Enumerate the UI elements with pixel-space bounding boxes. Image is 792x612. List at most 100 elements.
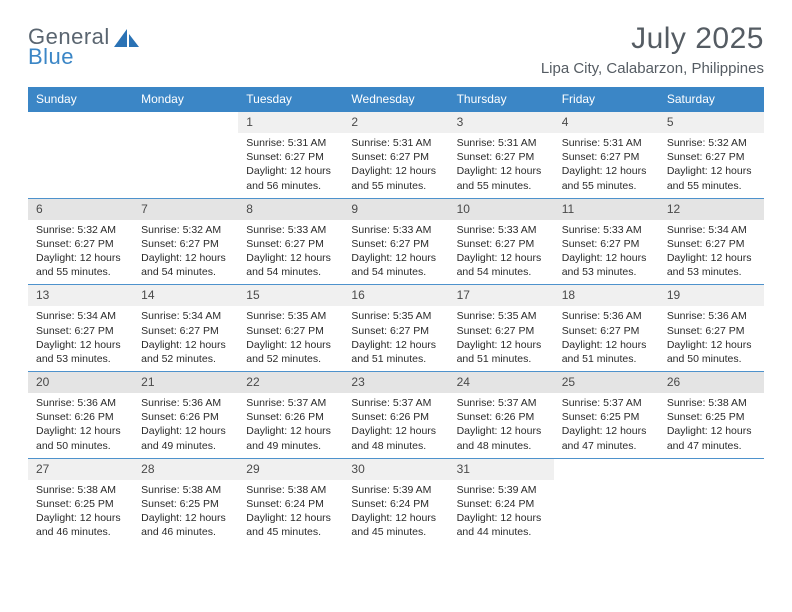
calendar-cell: 29Sunrise: 5:38 AM Sunset: 6:24 PM Dayli… [238, 459, 343, 546]
day-number: 3 [449, 112, 554, 133]
day-number: 5 [659, 112, 764, 133]
calendar-cell-empty: . [28, 112, 133, 199]
day-number: 2 [343, 112, 448, 133]
calendar-cell: 5Sunrise: 5:32 AM Sunset: 6:27 PM Daylig… [659, 112, 764, 199]
day-detail: Sunrise: 5:34 AM Sunset: 6:27 PM Dayligh… [659, 220, 764, 286]
title-block: July 2025 Lipa City, Calabarzon, Philipp… [541, 22, 764, 77]
day-number: 19 [659, 285, 764, 306]
day-detail: Sunrise: 5:37 AM Sunset: 6:26 PM Dayligh… [238, 393, 343, 459]
calendar-cell-empty: . [133, 112, 238, 199]
calendar-cell: 26Sunrise: 5:38 AM Sunset: 6:25 PM Dayli… [659, 372, 764, 459]
calendar-cell: 10Sunrise: 5:33 AM Sunset: 6:27 PM Dayli… [449, 199, 554, 286]
day-number: 28 [133, 459, 238, 480]
calendar-cell: 4Sunrise: 5:31 AM Sunset: 6:27 PM Daylig… [554, 112, 659, 199]
calendar-cell: 11Sunrise: 5:33 AM Sunset: 6:27 PM Dayli… [554, 199, 659, 286]
day-number: 31 [449, 459, 554, 480]
calendar-cell: 27Sunrise: 5:38 AM Sunset: 6:25 PM Dayli… [28, 459, 133, 546]
day-number: 16 [343, 285, 448, 306]
calendar-cell: 22Sunrise: 5:37 AM Sunset: 6:26 PM Dayli… [238, 372, 343, 459]
day-detail: Sunrise: 5:36 AM Sunset: 6:26 PM Dayligh… [133, 393, 238, 459]
day-number: 30 [343, 459, 448, 480]
weekday-label: Monday [133, 87, 238, 112]
calendar-cell: 20Sunrise: 5:36 AM Sunset: 6:26 PM Dayli… [28, 372, 133, 459]
day-detail: Sunrise: 5:32 AM Sunset: 6:27 PM Dayligh… [28, 220, 133, 286]
day-number: 1 [238, 112, 343, 133]
day-detail: Sunrise: 5:34 AM Sunset: 6:27 PM Dayligh… [133, 306, 238, 372]
week-row: 20Sunrise: 5:36 AM Sunset: 6:26 PM Dayli… [28, 372, 764, 459]
day-number: 22 [238, 372, 343, 393]
day-number: 23 [343, 372, 448, 393]
day-number: 8 [238, 199, 343, 220]
weekday-label: Tuesday [238, 87, 343, 112]
day-detail: Sunrise: 5:35 AM Sunset: 6:27 PM Dayligh… [238, 306, 343, 372]
calendar: Sunday Monday Tuesday Wednesday Thursday… [28, 87, 764, 545]
calendar-cell: 23Sunrise: 5:37 AM Sunset: 6:26 PM Dayli… [343, 372, 448, 459]
weekday-label: Saturday [659, 87, 764, 112]
calendar-cell: 12Sunrise: 5:34 AM Sunset: 6:27 PM Dayli… [659, 199, 764, 286]
day-detail: Sunrise: 5:31 AM Sunset: 6:27 PM Dayligh… [554, 133, 659, 199]
calendar-cell: 9Sunrise: 5:33 AM Sunset: 6:27 PM Daylig… [343, 199, 448, 286]
calendar-cell-empty: . [554, 459, 659, 546]
calendar-cell: 16Sunrise: 5:35 AM Sunset: 6:27 PM Dayli… [343, 285, 448, 372]
brand-line2: Blue [28, 46, 110, 68]
calendar-cell: 8Sunrise: 5:33 AM Sunset: 6:27 PM Daylig… [238, 199, 343, 286]
day-detail: Sunrise: 5:38 AM Sunset: 6:25 PM Dayligh… [659, 393, 764, 459]
brand-logo: General Blue [28, 22, 140, 77]
calendar-cell: 6Sunrise: 5:32 AM Sunset: 6:27 PM Daylig… [28, 199, 133, 286]
day-detail: Sunrise: 5:31 AM Sunset: 6:27 PM Dayligh… [449, 133, 554, 199]
calendar-cell: 30Sunrise: 5:39 AM Sunset: 6:24 PM Dayli… [343, 459, 448, 546]
location-subtitle: Lipa City, Calabarzon, Philippines [541, 60, 764, 77]
calendar-cell: 14Sunrise: 5:34 AM Sunset: 6:27 PM Dayli… [133, 285, 238, 372]
calendar-cell: 19Sunrise: 5:36 AM Sunset: 6:27 PM Dayli… [659, 285, 764, 372]
week-row: ..1Sunrise: 5:31 AM Sunset: 6:27 PM Dayl… [28, 112, 764, 199]
brand-sail-icon [114, 29, 140, 54]
day-detail: Sunrise: 5:32 AM Sunset: 6:27 PM Dayligh… [133, 220, 238, 286]
calendar-cell: 31Sunrise: 5:39 AM Sunset: 6:24 PM Dayli… [449, 459, 554, 546]
day-detail: Sunrise: 5:38 AM Sunset: 6:24 PM Dayligh… [238, 480, 343, 546]
day-number: 14 [133, 285, 238, 306]
weekday-label: Friday [554, 87, 659, 112]
day-number: 7 [133, 199, 238, 220]
day-number: 13 [28, 285, 133, 306]
day-number: 20 [28, 372, 133, 393]
month-title: July 2025 [541, 22, 764, 56]
day-detail: Sunrise: 5:37 AM Sunset: 6:26 PM Dayligh… [343, 393, 448, 459]
day-detail: Sunrise: 5:35 AM Sunset: 6:27 PM Dayligh… [343, 306, 448, 372]
day-detail: Sunrise: 5:38 AM Sunset: 6:25 PM Dayligh… [28, 480, 133, 546]
week-row: 6Sunrise: 5:32 AM Sunset: 6:27 PM Daylig… [28, 199, 764, 286]
day-number: 29 [238, 459, 343, 480]
day-number: 25 [554, 372, 659, 393]
calendar-cell: 1Sunrise: 5:31 AM Sunset: 6:27 PM Daylig… [238, 112, 343, 199]
day-number: 17 [449, 285, 554, 306]
calendar-cell: 24Sunrise: 5:37 AM Sunset: 6:26 PM Dayli… [449, 372, 554, 459]
day-detail: Sunrise: 5:35 AM Sunset: 6:27 PM Dayligh… [449, 306, 554, 372]
week-row: 13Sunrise: 5:34 AM Sunset: 6:27 PM Dayli… [28, 285, 764, 372]
calendar-cell-empty: . [659, 459, 764, 546]
day-detail: Sunrise: 5:33 AM Sunset: 6:27 PM Dayligh… [554, 220, 659, 286]
day-number: 6 [28, 199, 133, 220]
day-detail: Sunrise: 5:32 AM Sunset: 6:27 PM Dayligh… [659, 133, 764, 199]
weeks-container: ..1Sunrise: 5:31 AM Sunset: 6:27 PM Dayl… [28, 112, 764, 545]
day-detail: Sunrise: 5:33 AM Sunset: 6:27 PM Dayligh… [238, 220, 343, 286]
day-detail: Sunrise: 5:31 AM Sunset: 6:27 PM Dayligh… [238, 133, 343, 199]
weekday-label: Thursday [449, 87, 554, 112]
calendar-cell: 2Sunrise: 5:31 AM Sunset: 6:27 PM Daylig… [343, 112, 448, 199]
calendar-cell: 18Sunrise: 5:36 AM Sunset: 6:27 PM Dayli… [554, 285, 659, 372]
weekday-label: Wednesday [343, 87, 448, 112]
day-detail: Sunrise: 5:38 AM Sunset: 6:25 PM Dayligh… [133, 480, 238, 546]
day-detail: Sunrise: 5:34 AM Sunset: 6:27 PM Dayligh… [28, 306, 133, 372]
calendar-cell: 15Sunrise: 5:35 AM Sunset: 6:27 PM Dayli… [238, 285, 343, 372]
day-number: 24 [449, 372, 554, 393]
header: General Blue July 2025 Lipa City, Calaba… [28, 22, 764, 77]
calendar-cell: 17Sunrise: 5:35 AM Sunset: 6:27 PM Dayli… [449, 285, 554, 372]
day-detail: Sunrise: 5:37 AM Sunset: 6:25 PM Dayligh… [554, 393, 659, 459]
page: General Blue July 2025 Lipa City, Calaba… [0, 0, 792, 545]
day-detail: Sunrise: 5:39 AM Sunset: 6:24 PM Dayligh… [343, 480, 448, 546]
day-number: 21 [133, 372, 238, 393]
calendar-cell: 13Sunrise: 5:34 AM Sunset: 6:27 PM Dayli… [28, 285, 133, 372]
day-detail: Sunrise: 5:37 AM Sunset: 6:26 PM Dayligh… [449, 393, 554, 459]
brand-text: General Blue [28, 26, 110, 68]
day-number: 11 [554, 199, 659, 220]
day-number: 26 [659, 372, 764, 393]
day-number: 10 [449, 199, 554, 220]
